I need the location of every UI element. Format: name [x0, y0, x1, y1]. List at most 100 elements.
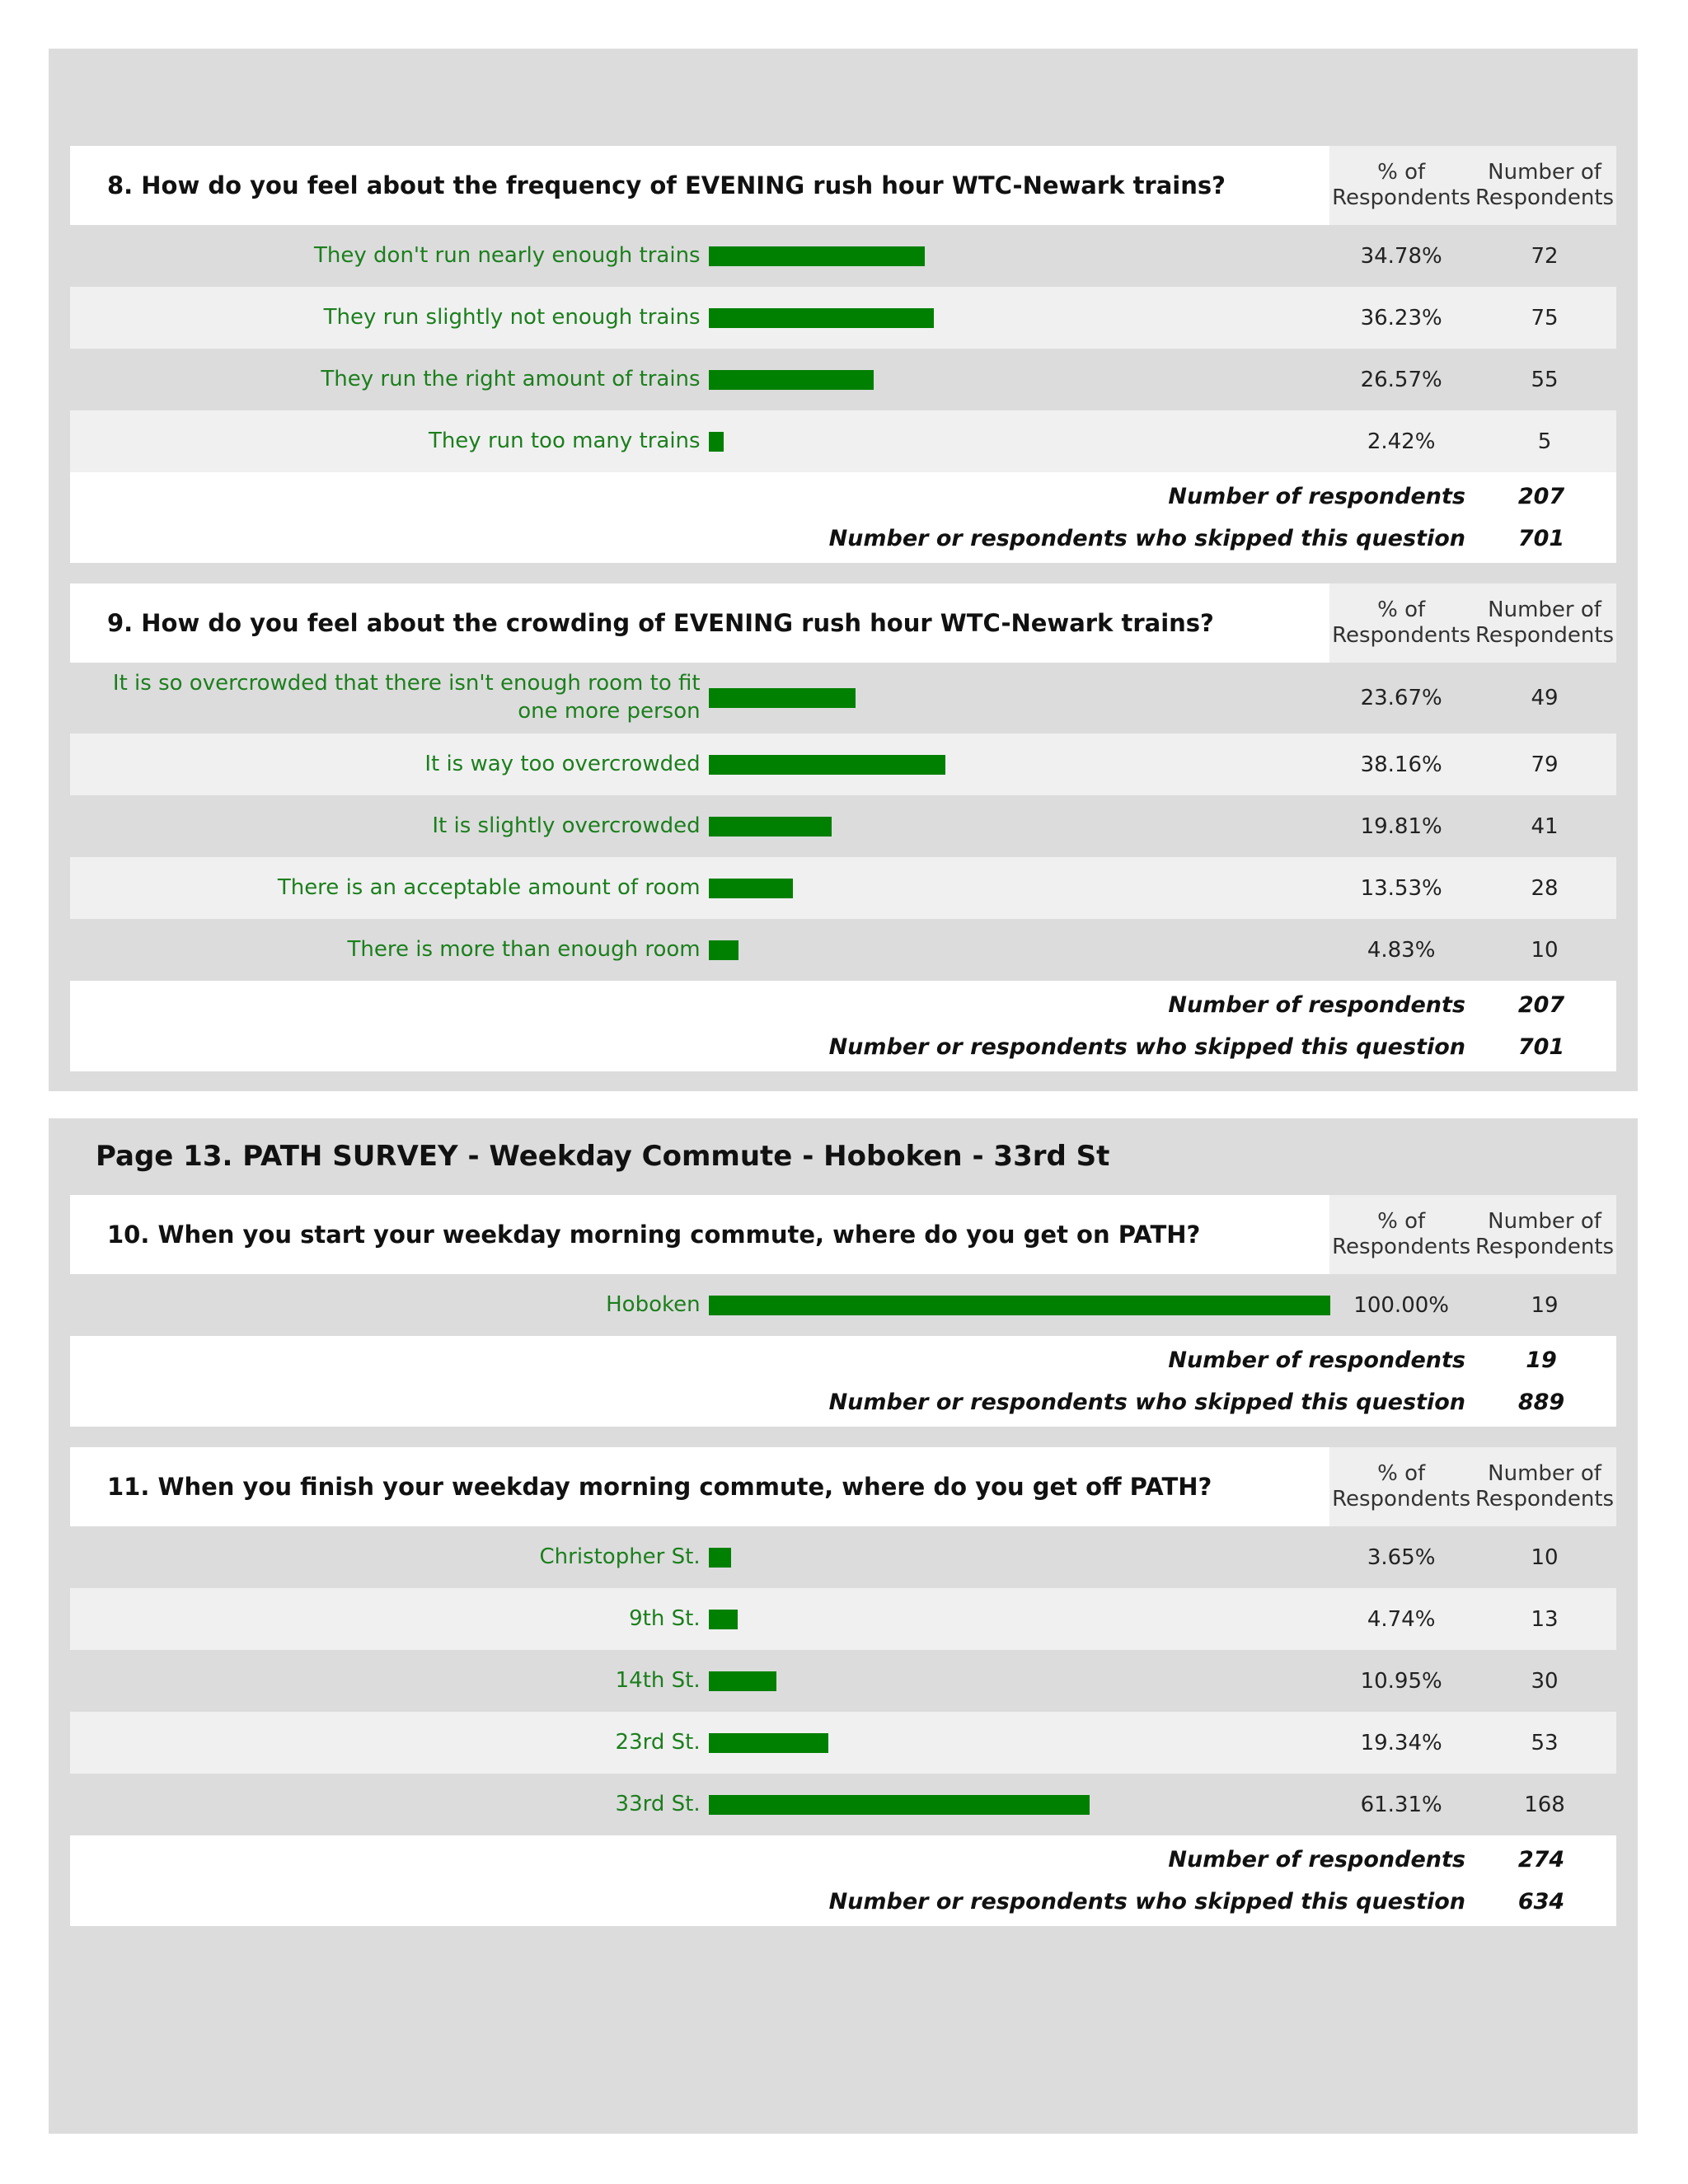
percent: 61.31%	[1360, 1792, 1442, 1817]
bar	[708, 246, 925, 266]
summary-label: Number or respondents who skipped this q…	[828, 1889, 1465, 1915]
summary-label: Number of respondents	[1168, 992, 1465, 1018]
count: 72	[1531, 243, 1559, 269]
answer-row: 9th St. 4.74% 13	[70, 1588, 1616, 1650]
bar-cell	[708, 1794, 1330, 1815]
bar	[708, 1732, 829, 1753]
bar-cell	[708, 431, 1330, 452]
summary-value: 207	[1517, 992, 1565, 1018]
count: 13	[1531, 1606, 1559, 1632]
bar	[708, 688, 856, 708]
bar-cell	[708, 1671, 1330, 1691]
bar-cell	[708, 754, 1330, 775]
percent: 4.83%	[1367, 937, 1436, 963]
summary-line: Number of respondents 19	[70, 1339, 1616, 1381]
column-header: Number of Respondents	[1473, 1447, 1616, 1526]
bar-cell	[708, 1547, 1330, 1568]
answer-row: There is an acceptable amount of room 13.…	[70, 857, 1616, 919]
percent: 3.65%	[1367, 1544, 1436, 1570]
count: 41	[1531, 813, 1559, 839]
bar-cell	[708, 369, 1330, 390]
percent: 26.57%	[1360, 367, 1442, 392]
count: 49	[1531, 686, 1559, 710]
answer-label: 9th St.	[629, 1605, 701, 1631]
count: 10	[1531, 1544, 1559, 1570]
summary-label: Number or respondents who skipped this q…	[828, 526, 1465, 551]
answer-label: Hoboken	[606, 1291, 701, 1317]
question-block: 8. How do you feel about the frequency o…	[70, 146, 1616, 563]
answer-label: 33rd St.	[615, 1791, 701, 1816]
answer-label: 23rd St.	[615, 1729, 701, 1755]
section-panel: Page 13. PATH SURVEY - Weekday Commute -…	[49, 1118, 1638, 2134]
summary-line: Number or respondents who skipped this q…	[70, 1026, 1616, 1068]
answer-row: It is so overcrowded that there isn't en…	[70, 663, 1616, 733]
bar-cell	[708, 307, 1330, 328]
question-text: 10. When you start your weekday morning …	[70, 1195, 1330, 1274]
summary-label: Number or respondents who skipped this q…	[828, 1390, 1465, 1415]
count: 75	[1531, 305, 1559, 330]
bar	[708, 431, 724, 452]
count: 53	[1531, 1730, 1559, 1755]
question-block: 9. How do you feel about the crowding of…	[70, 583, 1616, 1071]
summary-line: Number of respondents 207	[70, 476, 1616, 518]
percent: 13.53%	[1360, 875, 1442, 901]
summary-label: Number of respondents	[1168, 1347, 1465, 1373]
answer-label: It is way too overcrowded	[424, 751, 701, 776]
bar	[708, 369, 874, 390]
summary-value: 701	[1517, 1034, 1565, 1060]
question-block: 11. When you finish your weekday morning…	[70, 1447, 1616, 1926]
answer-row: They run slightly not enough trains 36.23…	[70, 287, 1616, 349]
percent: 34.78%	[1360, 243, 1442, 269]
summary-label: Number of respondents	[1168, 1847, 1465, 1872]
bar-cell	[708, 688, 1330, 708]
bar-cell	[708, 940, 1330, 960]
answer-label: There is an acceptable amount of room	[277, 874, 701, 900]
answer-label: There is more than enough room	[347, 936, 701, 962]
answer-label: They run slightly not enough trains	[323, 304, 701, 330]
bar	[708, 1671, 777, 1691]
summary-label: Number or respondents who skipped this q…	[828, 1034, 1465, 1060]
section-panel: 8. How do you feel about the frequency o…	[49, 49, 1638, 1091]
answer-label: They don't run nearly enough trains	[314, 242, 701, 268]
percent: 36.23%	[1360, 305, 1442, 330]
column-header: Number of Respondents	[1473, 1195, 1616, 1274]
answer-row: It is slightly overcrowded 19.81% 41	[70, 795, 1616, 857]
column-header: % of Respondents	[1329, 1195, 1474, 1274]
bar-cell	[708, 1609, 1330, 1629]
summary-value: 701	[1517, 526, 1565, 551]
question-text: 9. How do you feel about the crowding of…	[70, 583, 1330, 663]
summary-value: 889	[1517, 1390, 1565, 1415]
summary-line: Number or respondents who skipped this q…	[70, 1381, 1616, 1423]
summary-value: 207	[1517, 484, 1565, 509]
answer-row: They run the right amount of trains 26.57…	[70, 349, 1616, 410]
page-title: Page 13. PATH SURVEY - Weekday Commute -…	[96, 1140, 1110, 1173]
summary-value: 19	[1526, 1347, 1557, 1373]
question-text: 8. How do you feel about the frequency o…	[70, 146, 1330, 225]
question-header: 10. When you start your weekday morning …	[70, 1195, 1616, 1274]
answer-label: It is so overcrowded that there isn't en…	[112, 671, 701, 724]
percent: 2.42%	[1367, 429, 1436, 454]
answer-label: 14th St.	[615, 1667, 701, 1693]
summary: Number of respondents 19 Number or respond…	[70, 1336, 1616, 1427]
answer-row: They run too many trains 2.42% 5	[70, 410, 1616, 472]
question-header: 11. When you finish your weekday morning…	[70, 1447, 1616, 1526]
answer-label: They run too many trains	[428, 428, 701, 453]
count: 28	[1531, 875, 1559, 901]
question-header: 8. How do you feel about the frequency o…	[70, 146, 1616, 225]
bar-cell	[708, 816, 1330, 837]
percent: 10.95%	[1360, 1668, 1442, 1694]
column-header: % of Respondents	[1329, 146, 1474, 225]
percent: 4.74%	[1367, 1606, 1436, 1632]
percent: 19.81%	[1360, 813, 1442, 839]
count: 55	[1531, 367, 1559, 392]
count: 79	[1531, 752, 1559, 777]
bar-cell	[708, 1295, 1330, 1315]
answer-row: It is way too overcrowded 38.16% 79	[70, 733, 1616, 795]
column-header: Number of Respondents	[1473, 583, 1616, 663]
bar	[708, 1609, 738, 1629]
answer-label: Christopher St.	[539, 1544, 701, 1569]
percent: 38.16%	[1360, 752, 1442, 777]
bar	[708, 1794, 1090, 1815]
answer-row: 23rd St. 19.34% 53	[70, 1712, 1616, 1774]
bar	[708, 1295, 1330, 1315]
